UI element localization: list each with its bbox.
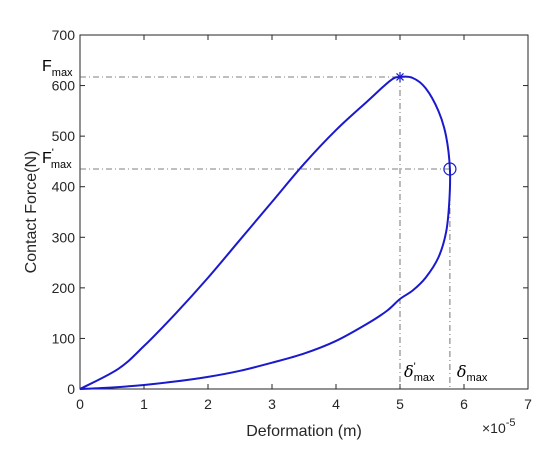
x-ticks: 0 1 2 3 4 5 6 7 [76,35,532,412]
y-tick-label-1: 100 [52,330,76,346]
delta-max-prime-mark: ' [414,361,416,373]
y-tick-label-0: 0 [67,381,75,397]
fmax-prime-subscript: max [51,159,72,171]
guide-lines [80,76,451,389]
x-tick-label-4: 4 [332,396,340,412]
delta-max-prime-label: δ' max [404,361,435,384]
delta-max-subscript: max [467,372,488,384]
x-tick-label-6: 6 [460,396,468,412]
fmax-letter: F [42,58,52,75]
delta-max-label: δmax [457,362,488,384]
y-tick-label-7: 700 [52,27,76,43]
x-tick-label-5: 5 [396,396,404,412]
x-tick-label-2: 2 [204,396,212,412]
fmax-subscript: max [52,67,73,79]
delta-max-prime-subscript: max [414,372,435,384]
y-tick-label-2: 200 [52,280,76,296]
axes-box [79,34,529,390]
y-ticks: 0 100 200 300 400 500 600 700 [52,27,528,397]
delta-max-prime-letter: δ [404,362,414,381]
x-exponent-power: -5 [506,417,516,429]
y-axis-label: Contact Force(N) [23,151,40,274]
plot-area [79,34,529,390]
fmax-prime-circle-marker [443,162,457,176]
fmax-prime-letter: F [42,150,52,167]
x-tick-label-0: 0 [76,396,84,412]
fmax-prime-label: F' max [42,147,72,171]
x-tick-label-7: 7 [524,396,532,412]
y-tick-label-4: 400 [52,179,76,195]
fmax-asterisk-marker [395,71,405,82]
delta-max-letter: δ [457,362,467,381]
fmax-prime-mark: ' [52,147,54,159]
force-deformation-curve [79,75,452,390]
x-tick-label-3: 3 [268,396,276,412]
markers [395,71,457,176]
fmax-label: Fmax [42,58,73,79]
y-tick-label-5: 500 [52,128,76,144]
x-exponent-base: ×10 [482,420,506,436]
x-axis-label: Deformation (m) [246,423,362,440]
y-tick-label-3: 300 [52,229,76,245]
x-axis-exponent: ×10-5 [482,417,516,436]
y-tick-label-6: 600 [52,78,76,94]
x-tick-label-1: 1 [140,396,148,412]
